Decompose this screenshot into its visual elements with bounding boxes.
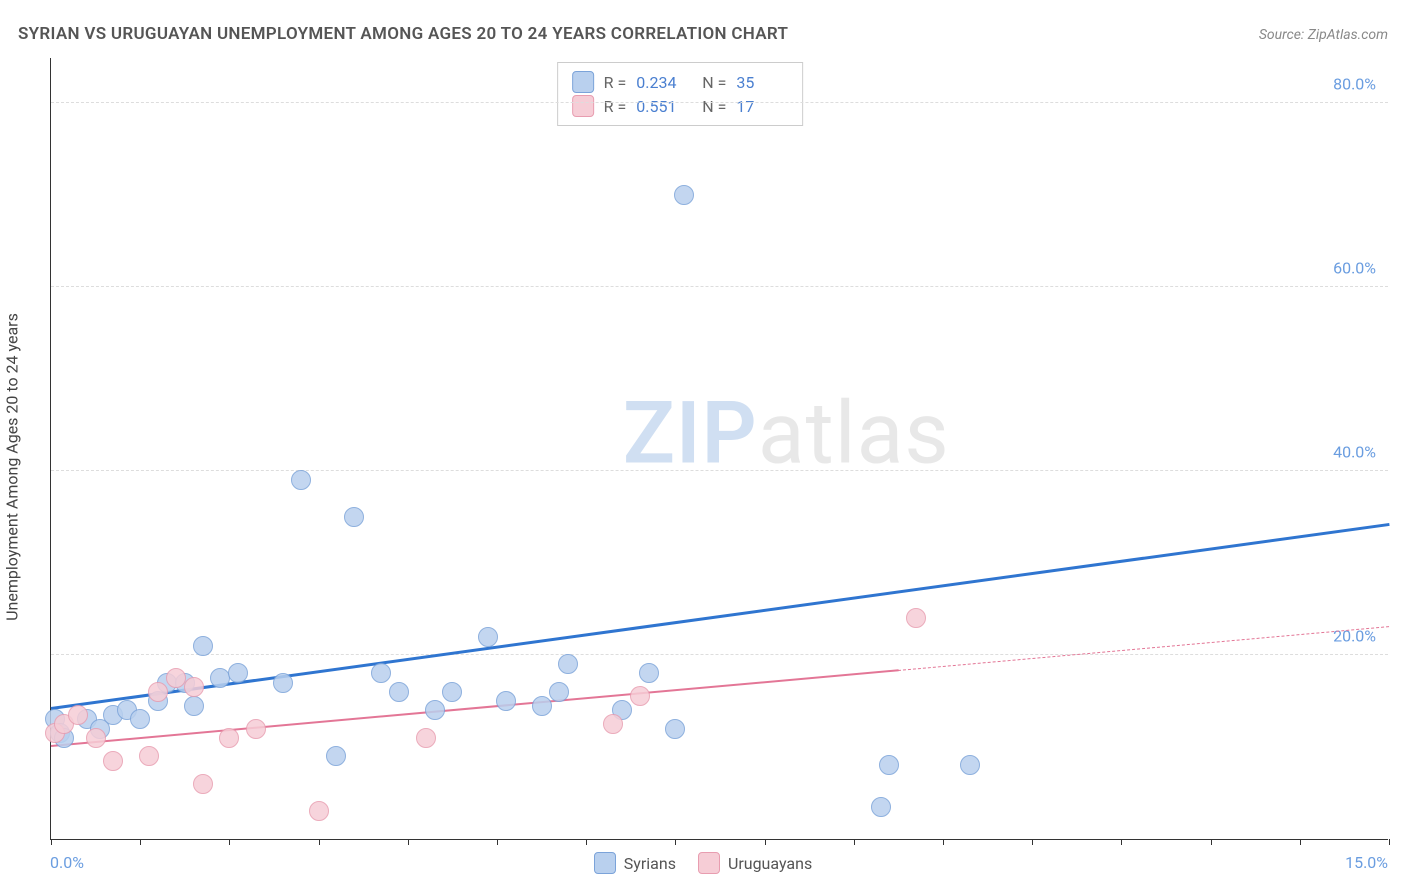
data-point-syrians <box>425 700 445 720</box>
data-point-uruguayans <box>603 714 623 734</box>
data-point-syrians <box>558 654 578 674</box>
data-point-uruguayans <box>309 801 329 821</box>
gridline <box>51 102 1388 103</box>
data-point-syrians <box>532 696 552 716</box>
stat-n-label: N = <box>698 97 726 116</box>
stats-row-uruguayans: R = 0.551 N = 17 <box>572 95 789 117</box>
chart-title: SYRIAN VS URUGUAYAN UNEMPLOYMENT AMONG A… <box>18 24 788 44</box>
x-tick <box>229 839 230 845</box>
trend-line-syrians <box>51 523 1389 710</box>
x-tick <box>1032 839 1033 845</box>
legend-label: Uruguayans <box>728 854 812 873</box>
gridline <box>51 654 1388 655</box>
data-point-syrians <box>273 673 293 693</box>
watermark-zip: ZIP <box>623 382 758 483</box>
gridline <box>51 286 1388 287</box>
y-tick-label: 80.0% <box>1333 75 1376 94</box>
stat-n-label: N = <box>698 73 726 92</box>
data-point-uruguayans <box>219 728 239 748</box>
legend-item-syrians: Syrians <box>594 852 676 874</box>
y-axis-label: Unemployment Among Ages 20 to 24 years <box>3 313 22 621</box>
chart-container: Unemployment Among Ages 20 to 24 years Z… <box>18 58 1388 876</box>
legend-label: Syrians <box>624 854 676 873</box>
watermark: ZIPatlas <box>623 382 950 483</box>
data-point-syrians <box>442 682 462 702</box>
stat-r-label: R = <box>604 97 627 116</box>
x-tick <box>1121 839 1122 845</box>
x-tick <box>675 839 676 845</box>
gridline <box>51 470 1388 471</box>
x-tick <box>586 839 587 845</box>
data-point-syrians <box>639 663 659 683</box>
data-point-uruguayans <box>103 751 123 771</box>
data-point-uruguayans <box>86 728 106 748</box>
data-point-syrians <box>389 682 409 702</box>
stat-n-value: 35 <box>736 73 788 92</box>
stat-r-value: 0.551 <box>636 97 688 116</box>
correlation-stats-box: R = 0.234 N = 35R = 0.551 N = 17 <box>557 62 804 126</box>
data-point-syrians <box>130 709 150 729</box>
legend-swatch-icon <box>572 95 594 117</box>
legend-swatch-icon <box>594 852 616 874</box>
data-point-syrians <box>879 755 899 775</box>
x-tick <box>1389 839 1390 845</box>
data-point-syrians <box>549 682 569 702</box>
y-tick-label: 40.0% <box>1333 443 1376 462</box>
data-point-syrians <box>344 507 364 527</box>
trend-line-uruguayans <box>898 626 1389 671</box>
x-tick <box>319 839 320 845</box>
data-point-uruguayans <box>68 705 88 725</box>
legend-item-uruguayans: Uruguayans <box>698 852 812 874</box>
x-tick <box>1211 839 1212 845</box>
data-point-uruguayans <box>184 677 204 697</box>
x-axis-max-label: 15.0% <box>1345 853 1388 872</box>
data-point-uruguayans <box>416 728 436 748</box>
data-point-syrians <box>291 470 311 490</box>
x-axis-min-label: 0.0% <box>50 853 84 872</box>
data-point-uruguayans <box>193 774 213 794</box>
data-point-syrians <box>665 719 685 739</box>
x-tick <box>497 839 498 845</box>
x-tick <box>854 839 855 845</box>
x-tick <box>51 839 52 845</box>
data-point-uruguayans <box>139 746 159 766</box>
data-point-syrians <box>871 797 891 817</box>
legend-swatch-icon <box>698 852 720 874</box>
data-point-uruguayans <box>148 682 168 702</box>
legend-swatch-icon <box>572 71 594 93</box>
data-point-syrians <box>228 663 248 683</box>
chart-source: Source: ZipAtlas.com <box>1259 27 1388 43</box>
data-point-syrians <box>960 755 980 775</box>
data-point-uruguayans <box>906 608 926 628</box>
data-point-syrians <box>478 627 498 647</box>
stat-n-value: 17 <box>736 97 788 116</box>
data-point-uruguayans <box>630 686 650 706</box>
plot-area: ZIPatlas R = 0.234 N = 35R = 0.551 N = 1… <box>50 58 1388 840</box>
stat-r-value: 0.234 <box>636 73 688 92</box>
data-point-syrians <box>371 663 391 683</box>
data-point-syrians <box>496 691 516 711</box>
x-tick <box>408 839 409 845</box>
series-legend: Syrians Uruguayans <box>18 852 1388 874</box>
data-point-syrians <box>193 636 213 656</box>
x-tick <box>765 839 766 845</box>
x-tick <box>943 839 944 845</box>
x-tick <box>140 839 141 845</box>
data-point-syrians <box>326 746 346 766</box>
stat-r-label: R = <box>604 73 627 92</box>
stats-row-syrians: R = 0.234 N = 35 <box>572 71 789 93</box>
data-point-syrians <box>674 185 694 205</box>
x-tick <box>1300 839 1301 845</box>
data-point-uruguayans <box>246 719 266 739</box>
watermark-atlas: atlas <box>758 382 950 483</box>
data-point-syrians <box>184 696 204 716</box>
y-tick-label: 60.0% <box>1333 259 1376 278</box>
